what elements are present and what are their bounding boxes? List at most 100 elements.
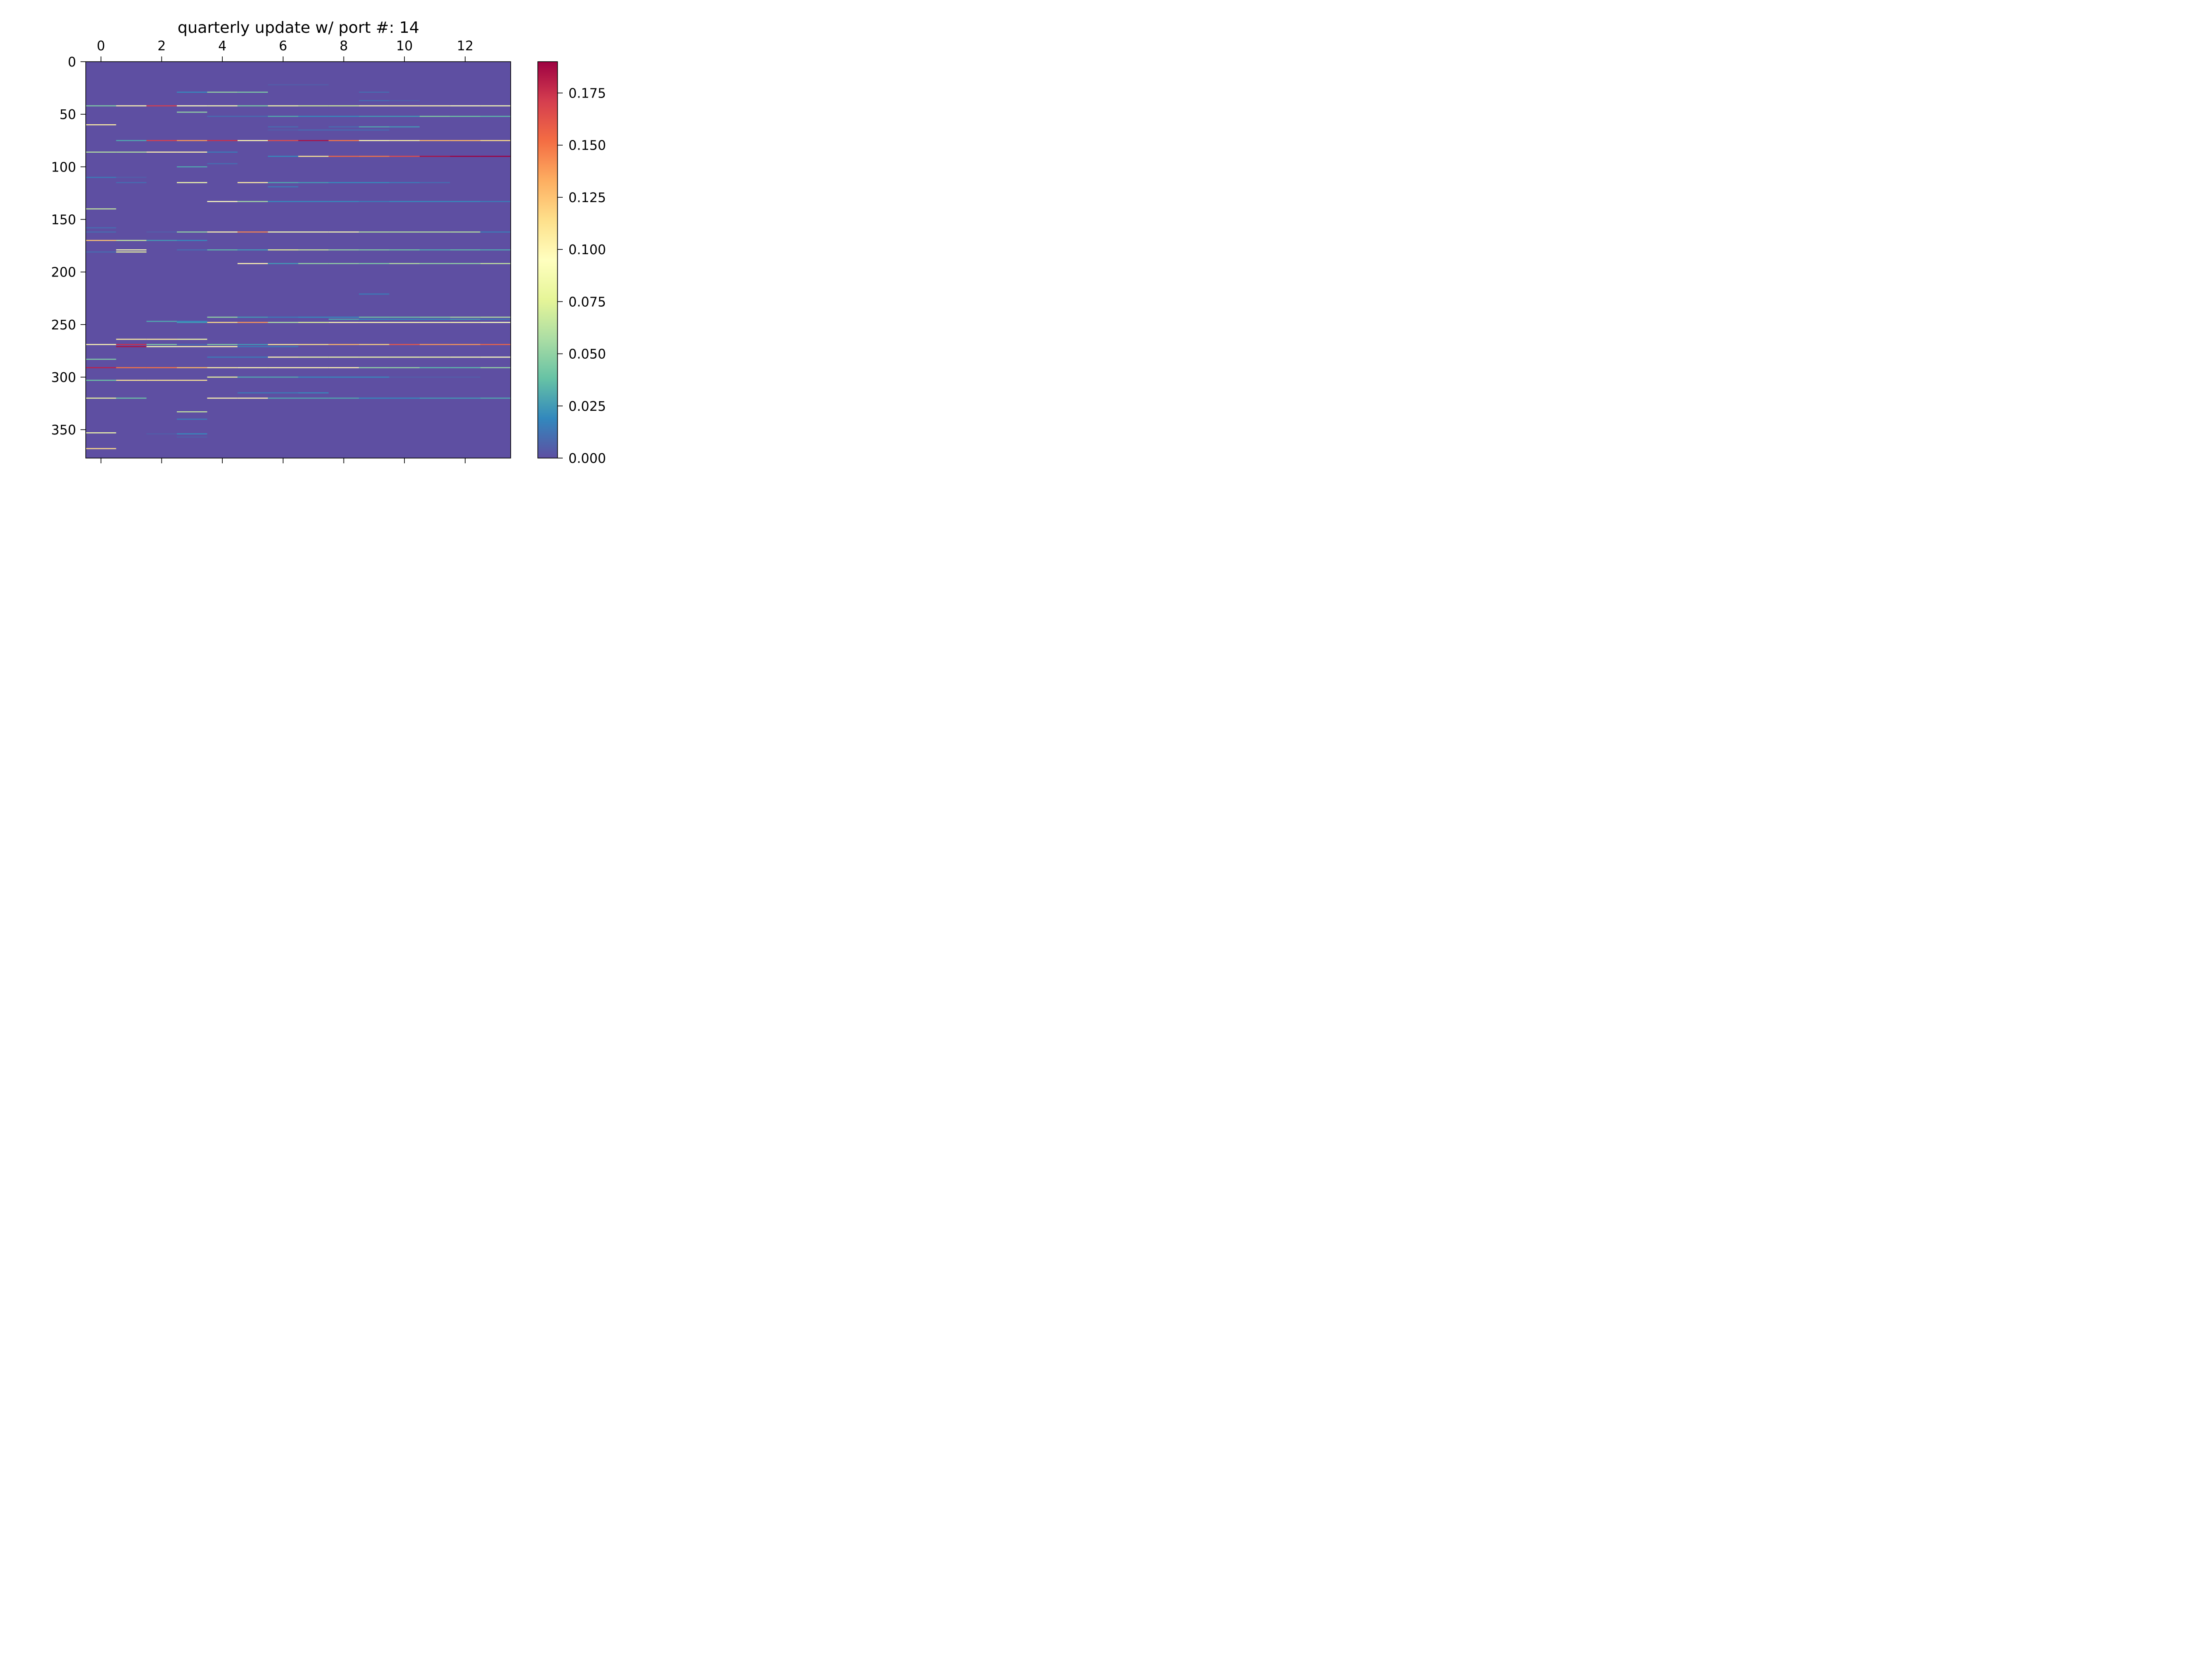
heatmap-cell [359, 126, 389, 128]
x-tick-label: 10 [396, 38, 413, 54]
heatmap-cell [177, 140, 207, 141]
heatmap-cell [237, 344, 268, 345]
x-tick-label: 8 [340, 38, 348, 54]
heatmap-cell [177, 346, 207, 347]
heatmap-cell [207, 163, 238, 164]
heatmap-cell [268, 182, 298, 183]
heatmap-cell [450, 140, 480, 141]
heatmap-cell [116, 339, 147, 340]
heatmap-cell [480, 116, 511, 117]
heatmap-cell [207, 316, 238, 318]
heatmap-cell [419, 263, 450, 264]
heatmap-cell [389, 322, 420, 323]
heatmap-cell [450, 105, 480, 107]
heatmap-cell [116, 240, 147, 241]
heatmap-cell [207, 140, 238, 141]
heatmap-cell [177, 105, 207, 107]
heatmap-cell [86, 344, 116, 345]
heatmap-cell [237, 367, 268, 368]
heatmap-cell [389, 397, 420, 399]
heatmap-cell [450, 322, 480, 323]
heatmap-cell [177, 91, 207, 93]
heatmap-cell [298, 322, 329, 323]
heatmap-cell [359, 318, 389, 320]
heatmap-cell [298, 84, 329, 86]
heatmap-cell [298, 116, 329, 117]
heatmap-cell [146, 339, 177, 340]
heatmap-cell [359, 140, 389, 141]
heatmap-cell [268, 397, 298, 399]
heatmap-cell [480, 201, 511, 202]
heatmap-cell [177, 322, 207, 323]
heatmap-cell [146, 346, 177, 347]
heatmap-cell [298, 344, 329, 345]
x-axis-top: 0 2 4 6 8 10 12 [97, 38, 473, 62]
heatmap-cell [207, 344, 238, 345]
colorbar-tick-label: 0.000 [568, 451, 606, 466]
colorbar-tick-label: 0.125 [568, 190, 606, 206]
heatmap-cell [359, 367, 389, 368]
heatmap-cell [268, 344, 298, 345]
heatmap-cell [480, 344, 511, 345]
heatmap-cell [146, 344, 177, 345]
heatmap-cell [86, 432, 116, 434]
colorbar-tick-label: 0.025 [568, 399, 606, 414]
heatmap-cell [237, 91, 268, 93]
heatmap-cell [237, 263, 268, 264]
heatmap-cell [298, 201, 329, 202]
heatmap-cell [328, 376, 359, 378]
heatmap-cell [389, 344, 420, 345]
heatmap-cell [268, 376, 298, 378]
heatmap-cell [86, 208, 116, 210]
heatmap-cell [86, 367, 116, 368]
heatmap-cell [480, 397, 511, 399]
heatmap-cell [237, 376, 268, 378]
heatmap-cell [177, 418, 207, 420]
heatmap-plot-area [85, 61, 511, 458]
heatmap-cell [328, 140, 359, 141]
heatmap-cell [389, 182, 420, 183]
heatmap-cell [389, 318, 420, 320]
heatmap-cell [359, 182, 389, 183]
heatmap-cell [328, 116, 359, 117]
heatmap-cell [207, 322, 238, 323]
heatmap-cell [86, 397, 116, 399]
heatmap-cell [268, 105, 298, 107]
heatmap-cell [207, 231, 238, 233]
heatmap-cell [328, 397, 359, 399]
heatmap-cell [177, 436, 207, 438]
heatmap-cell [116, 151, 147, 153]
heatmap-cell [268, 346, 298, 347]
heatmap-cell [450, 263, 480, 264]
heatmap-cell [419, 156, 450, 157]
heatmap-cell [237, 105, 268, 107]
heatmap-cell [268, 231, 298, 233]
x-tick-label: 2 [158, 38, 166, 54]
heatmap-cell [359, 249, 389, 251]
heatmap-cell [450, 397, 480, 399]
plot-frame [85, 61, 511, 458]
heatmap-cell [419, 344, 450, 345]
heatmap-cell [298, 182, 329, 183]
heatmap-cell [328, 344, 359, 345]
chart-title: quarterly update w/ port #: 14 [178, 19, 419, 37]
heatmap-cell [328, 201, 359, 202]
heatmap-cell [359, 322, 389, 323]
x-tick-label: 4 [218, 38, 227, 54]
heatmap-cell [268, 201, 298, 202]
heatmap-cell [146, 105, 177, 107]
heatmap-cell [419, 367, 450, 368]
heatmap-cell [268, 249, 298, 251]
heatmap-cell [419, 182, 450, 183]
heatmap-cell [419, 105, 450, 107]
heatmap-cell [268, 186, 298, 188]
heatmap-cell [207, 346, 238, 347]
heatmap-cell [86, 177, 116, 178]
heatmap-cell [328, 263, 359, 264]
heatmap-cell [480, 231, 511, 233]
heatmap-cell [359, 116, 389, 117]
heatmap-cell [237, 201, 268, 202]
heatmap-cell [237, 249, 268, 251]
heatmap-cell [359, 231, 389, 233]
heatmap-cell [298, 316, 329, 318]
